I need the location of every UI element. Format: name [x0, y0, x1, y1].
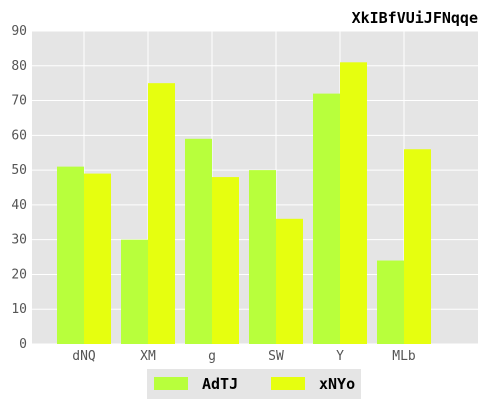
y-tick-label: 80 [11, 59, 27, 74]
x-tick-label: Y [336, 349, 344, 364]
x-tick-label: dNQ [72, 349, 96, 364]
y-tick-label: 0 [19, 337, 27, 352]
legend-label-xNYo: xNYo [319, 375, 355, 393]
legend: AdTJ xNYo [147, 369, 361, 399]
y-tick-label: 50 [11, 163, 27, 178]
x-tick-label: XM [140, 349, 156, 364]
bar-AdTJ-SW [249, 170, 276, 344]
y-tick-label: 10 [11, 302, 27, 317]
y-tick-label: 60 [11, 128, 27, 143]
legend-swatch-AdTJ [154, 377, 188, 390]
bar-AdTJ-dNQ [57, 166, 84, 344]
chart-title: XkIBfVUiJFNqqe [352, 9, 478, 27]
x-axis-ticks: dNQ XM g SW Y MLb [72, 349, 416, 364]
x-tick-label: MLb [392, 349, 416, 364]
bar-AdTJ-g [185, 138, 212, 344]
bars [57, 62, 431, 345]
y-tick-label: 30 [11, 233, 27, 248]
x-tick-label: SW [268, 349, 284, 364]
y-tick-label: 90 [11, 24, 27, 39]
bar-xNYo-XM [148, 83, 175, 345]
y-tick-label: 70 [11, 94, 27, 109]
y-tick-label: 40 [11, 198, 27, 213]
bar-AdTJ-XM [121, 239, 148, 344]
bar-xNYo-dNQ [84, 173, 111, 344]
y-tick-label: 20 [11, 267, 27, 282]
y-axis-ticks: 0 10 20 30 40 50 60 70 80 90 [11, 24, 27, 352]
x-tick-label: g [208, 349, 216, 364]
legend-label-AdTJ: AdTJ [202, 375, 238, 393]
bar-xNYo-Y [340, 62, 367, 345]
bar-xNYo-MLb [404, 149, 431, 344]
bar-AdTJ-MLb [377, 260, 404, 344]
bar-AdTJ-Y [313, 93, 340, 344]
bar-xNYo-SW [276, 218, 303, 344]
legend-swatch-xNYo [271, 377, 305, 390]
bar-xNYo-g [212, 177, 239, 344]
